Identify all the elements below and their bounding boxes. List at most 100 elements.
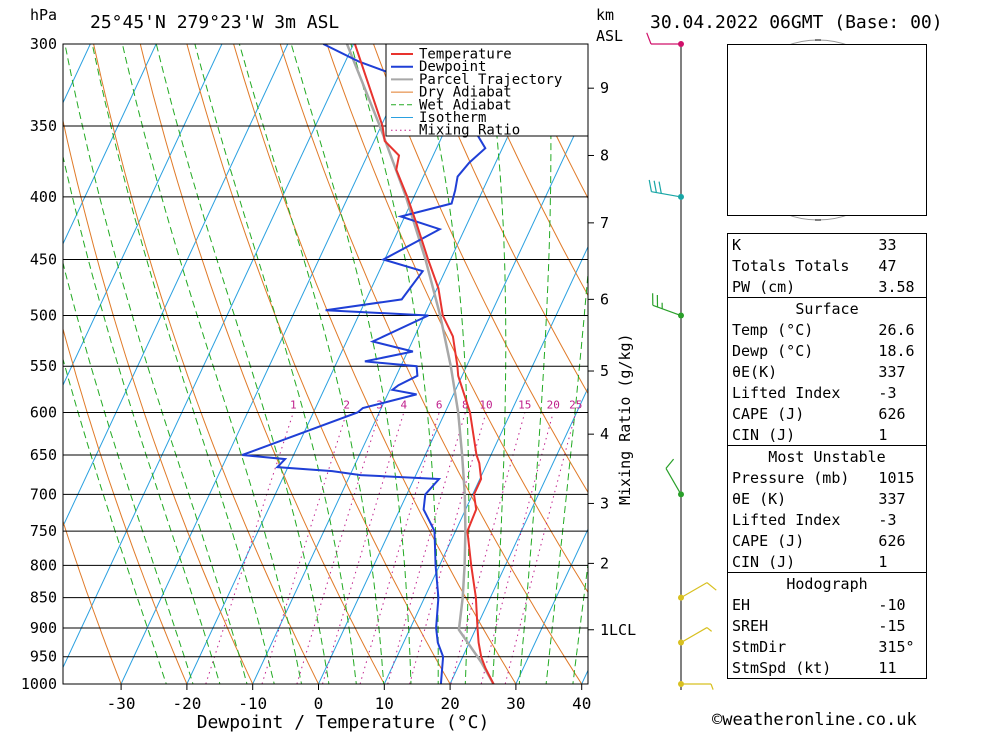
pressure-unit-label: hPa (30, 6, 58, 24)
pressure-tick-label: 650 (30, 446, 57, 464)
index-row: θE (K) 337 (732, 489, 906, 508)
index-row: StmSpd (kt) 11 (732, 658, 897, 677)
wet-adiabat-line (194, 44, 357, 684)
height-tick-label: 5 (600, 362, 609, 380)
pressure-tick-label: 400 (30, 188, 57, 206)
isotherm-line (63, 44, 289, 528)
height-tick-label: 2 (600, 554, 609, 572)
pressure-tick-label: 800 (30, 556, 57, 574)
wind-barb-flag (658, 181, 662, 194)
wind-barb-shaft (680, 627, 708, 644)
mixing-ratio-label: 3 (376, 398, 383, 411)
pressure-tick-label: 750 (30, 522, 57, 540)
wind-barb-flag (665, 458, 675, 469)
mixing-ratio-label: 8 (462, 398, 469, 411)
dry-adiabat-line (63, 519, 122, 684)
dry-adiabat-line (512, 44, 588, 200)
wind-barb-flag (648, 179, 653, 192)
temp-tick-label: 0 (314, 694, 324, 713)
section-header: Surface (727, 297, 927, 319)
index-row: SREH -15 (732, 616, 906, 635)
temp-tick-label: 10 (375, 694, 394, 713)
indices-table: K 33 Totals Totals 47 PW (cm) 3.58 Surface … (727, 233, 927, 679)
axes: -30 -20 -10 0 10 20 30 40 Dewpoint / Temperature… (107, 79, 636, 733)
isotherm-line (63, 44, 223, 387)
pressure-tick-label: 900 (30, 619, 57, 637)
pressure-tick-label: 700 (30, 485, 57, 503)
pressure-tick-label: 1000 (21, 675, 57, 693)
wind-barb-shaft (680, 582, 708, 599)
isotherm-line (63, 44, 91, 104)
index-row: StmDir 315° (732, 637, 915, 656)
mixing-ratio-label: 10 (479, 398, 492, 411)
dewpoint-line (241, 44, 487, 684)
dry-adiabat-line (960, 0, 1000, 710)
datetime-title: 30.04.2022 06GMT (Base: 00) (650, 12, 943, 33)
mixing-ratio-line (205, 412, 294, 684)
isotherm-line (383, 245, 588, 684)
index-row: Lifted Index -3 (732, 383, 897, 402)
isotherm-line (63, 44, 355, 669)
dry-adiabat-line (419, 44, 588, 395)
wet-adiabat-line (572, 560, 588, 684)
height-tick-label: 4 (600, 425, 609, 443)
mixing-ratio-line (261, 412, 348, 684)
index-row: CAPE (J) 626 (732, 404, 906, 423)
wet-adiabat-line (91, 44, 275, 684)
height-tick-label: 6 (600, 290, 609, 308)
mixing-ratio-label: 15 (518, 398, 531, 411)
mixing-ratio-label: 25 (569, 398, 582, 411)
pressure-tick-label: 950 (30, 648, 57, 666)
index-row: θE(K) 337 (732, 362, 906, 381)
index-row: CIN (J) 1 (732, 552, 888, 571)
temperature-line (353, 44, 495, 684)
pressure-tick-label: 450 (30, 251, 57, 269)
index-row: Dewp (°C) 18.6 (732, 341, 915, 360)
legend-label: Dewpoint (419, 59, 486, 75)
wind-barb-flag (646, 32, 652, 45)
mixing-ratio-label: 1 (290, 398, 297, 411)
wind-barb-flag (710, 683, 714, 690)
isotherm-line (63, 44, 157, 246)
location-title: 25°45'N 279°23'W 3m ASL (90, 12, 340, 33)
height-tick-label: 7 (600, 214, 609, 232)
mixing-ratio-label: 2 (343, 398, 350, 411)
plot-frame (62, 43, 589, 685)
x-axis-label: Dewpoint / Temperature (°C) (197, 712, 490, 733)
isotherm-line (317, 104, 588, 684)
legend-label: Dry Adiabat (419, 85, 512, 101)
temp-tick-label: -10 (238, 694, 267, 713)
temp-tick-label: -30 (107, 694, 136, 713)
index-row: EH -10 (732, 595, 906, 614)
temp-tick-label: 20 (440, 694, 459, 713)
height-tick-label: 3 (600, 494, 609, 512)
wet-adiabat-line (64, 44, 248, 684)
section-header: Hodograph (727, 572, 927, 594)
wet-adiabat-line (121, 44, 303, 684)
legend-box (385, 43, 589, 137)
mixing-ratio-label: 4 (401, 398, 408, 411)
legend-label: Isotherm (419, 110, 486, 126)
index-row: K 33 (732, 235, 897, 254)
index-row: PW (cm) 3.58 (732, 277, 915, 296)
wet-adiabat-line (155, 44, 330, 684)
wind-barb-flag (653, 180, 657, 193)
pressure-tick-label: 300 (30, 35, 57, 53)
copyright-text: ©weatheronline.co.uk (712, 710, 917, 730)
pressure-tick-label: 550 (30, 357, 57, 375)
pressure-tick-label: 500 (30, 307, 57, 325)
index-row: Pressure (mb) 1015 (732, 468, 915, 487)
index-row: Totals Totals 47 (732, 256, 897, 275)
legend-label: Mixing Ratio (419, 123, 520, 139)
dry-adiabat-line (916, 0, 1000, 710)
legend-label: Temperature (419, 47, 512, 63)
index-row: CAPE (J) 626 (732, 531, 906, 550)
height-tick-label: 8 (600, 146, 609, 164)
height-ref-label: ASL (596, 27, 624, 45)
parcel-trajectory-line (345, 44, 495, 684)
index-row: Lifted Index -3 (732, 510, 897, 529)
temp-tick-label: -20 (172, 694, 201, 713)
pressure-tick-label: 600 (30, 403, 57, 421)
index-row: Temp (°C) 26.6 (732, 320, 915, 339)
